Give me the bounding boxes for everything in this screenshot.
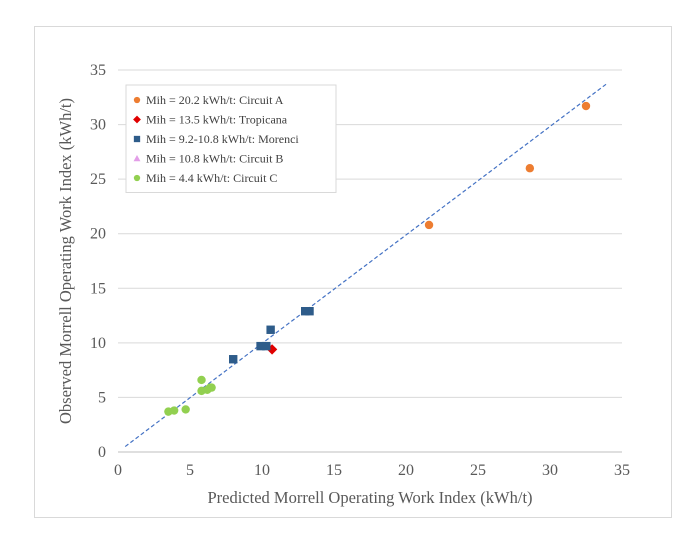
point-series-4 <box>197 375 206 385</box>
x-tick-label: 10 <box>254 462 270 479</box>
y-tick-label: 5 <box>98 389 106 406</box>
point-series-2 <box>262 341 271 351</box>
y-tick-label: 0 <box>98 444 106 461</box>
y-tick-label: 35 <box>90 62 106 79</box>
legend-entry: Mih = 10.8 kWh/t: Circuit B <box>146 152 283 166</box>
y-tick-label: 15 <box>90 280 106 297</box>
point-series-2 <box>266 325 275 334</box>
x-axis-title: Predicted Morrell Operating Work Index (… <box>207 488 532 507</box>
legend: Mih = 20.2 kWh/t: Circuit A Mih = 13.5 kW… <box>125 84 337 193</box>
point-series-4 <box>169 406 179 415</box>
legend-marker <box>133 96 141 104</box>
y-tick-label: 10 <box>90 335 106 352</box>
point-series-2 <box>229 355 238 364</box>
tick-labels: 0 5 10 15 20 25 30 35 0 5 10 15 20 25 30 35 <box>90 62 630 479</box>
legend-box <box>125 84 337 193</box>
point-series-2 <box>305 307 314 316</box>
x-tick-label: 15 <box>326 462 342 479</box>
y-tick-label: 20 <box>90 226 106 243</box>
legend-entry: Mih = 13.5 kWh/t: Tropicana <box>146 113 288 127</box>
x-tick-label: 20 <box>398 462 414 479</box>
x-tick-label: 25 <box>470 462 486 479</box>
point-series-2 <box>256 341 265 351</box>
x-tick-label: 0 <box>114 462 122 479</box>
legend-entry: Mih = 4.4 kWh/t: Circuit C <box>146 171 277 185</box>
y-tick-label: 30 <box>90 117 106 134</box>
point-series-0 <box>581 101 591 111</box>
y-axis-title: Observed Morrell Operating Work Index (k… <box>56 98 75 424</box>
legend-entry: Mih = 20.2 kWh/t: Circuit A <box>146 93 284 107</box>
x-tick-label: 35 <box>614 462 630 479</box>
legend-marker <box>133 174 141 182</box>
x-tick-label: 5 <box>186 462 194 479</box>
point-series-0 <box>525 164 535 173</box>
legend-entry: Mih = 9.2-10.8 kWh/t: Morenci <box>146 132 299 146</box>
legend-marker <box>133 115 141 124</box>
point-series-4 <box>181 405 190 414</box>
point-series-2 <box>301 307 310 316</box>
point-series-0 <box>424 220 434 230</box>
data-points <box>164 101 591 416</box>
legend-marker <box>133 135 141 143</box>
y-tick-label: 25 <box>90 171 106 188</box>
legend-marker <box>133 155 141 162</box>
x-tick-label: 30 <box>542 462 558 479</box>
point-series-4 <box>207 383 216 392</box>
